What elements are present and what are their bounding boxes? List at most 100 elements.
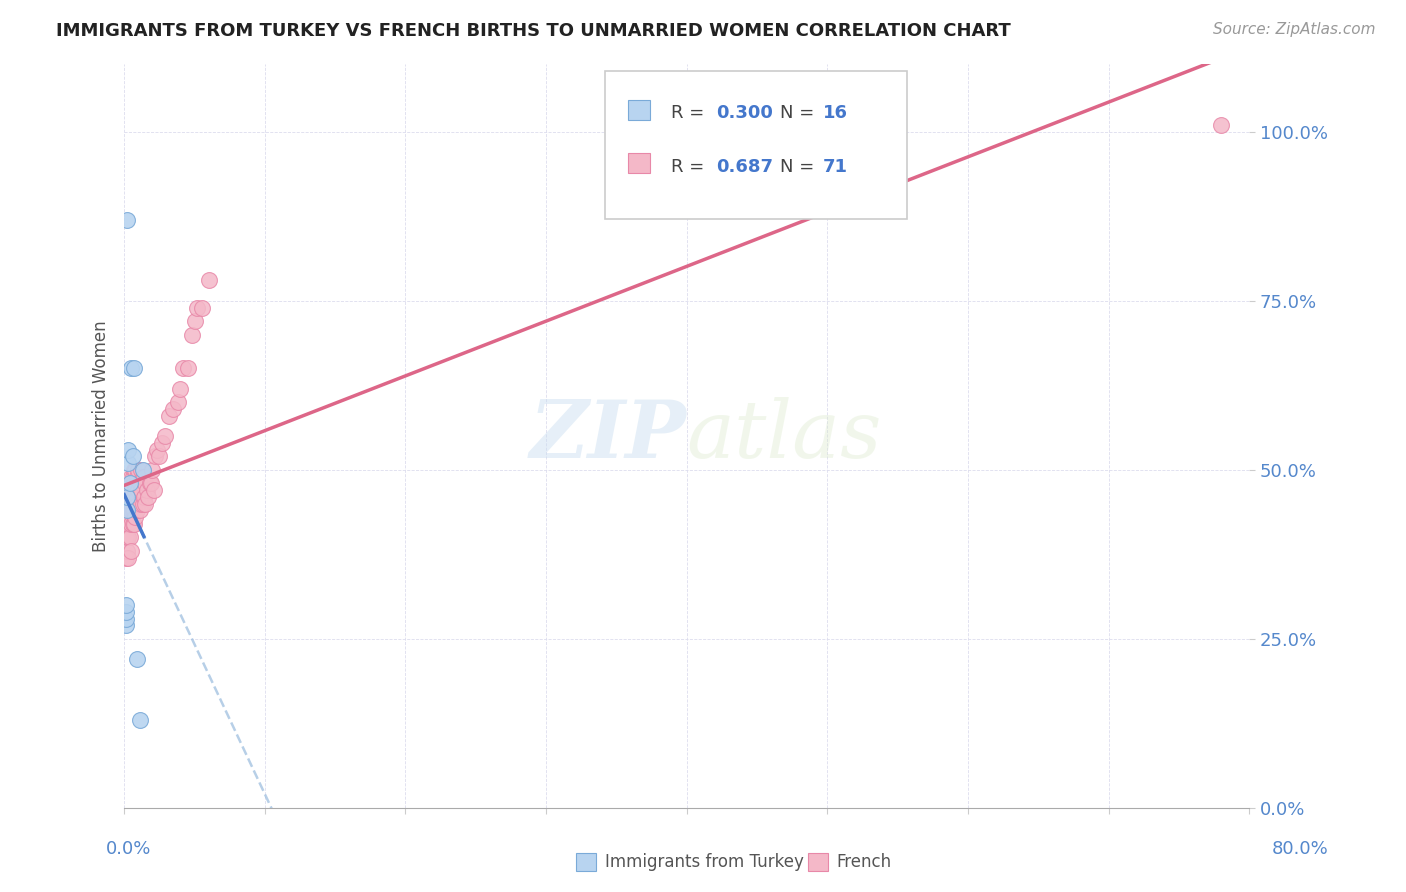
- Point: [120, 544, 142, 558]
- Point: [124, 483, 146, 497]
- Point: [134, 476, 156, 491]
- Point: [127, 497, 149, 511]
- Point: [115, 544, 138, 558]
- Point: [117, 456, 139, 470]
- Point: [145, 442, 167, 457]
- Text: 0.0%: 0.0%: [105, 840, 150, 858]
- Point: [138, 476, 160, 491]
- Point: [118, 531, 141, 545]
- Text: Immigrants from Turkey: Immigrants from Turkey: [605, 853, 803, 871]
- Text: 80.0%: 80.0%: [1272, 840, 1329, 858]
- Point: [186, 301, 208, 315]
- Point: [131, 469, 153, 483]
- Point: [129, 463, 152, 477]
- Point: [121, 490, 143, 504]
- Point: [115, 490, 138, 504]
- Point: [125, 503, 148, 517]
- Text: 16: 16: [823, 104, 848, 122]
- Point: [114, 605, 136, 619]
- Point: [132, 469, 155, 483]
- Text: N =: N =: [780, 104, 820, 122]
- Point: [117, 497, 139, 511]
- Text: R =: R =: [671, 104, 710, 122]
- Point: [135, 483, 157, 497]
- Text: 71: 71: [823, 158, 848, 176]
- Point: [131, 497, 153, 511]
- Point: [115, 531, 138, 545]
- Point: [121, 450, 143, 464]
- Text: R =: R =: [671, 158, 710, 176]
- Point: [120, 516, 142, 531]
- Point: [121, 503, 143, 517]
- Text: 0.300: 0.300: [716, 104, 772, 122]
- Point: [139, 476, 162, 491]
- Point: [131, 463, 153, 477]
- Point: [128, 503, 150, 517]
- Text: Source: ZipAtlas.com: Source: ZipAtlas.com: [1212, 22, 1375, 37]
- Point: [114, 531, 136, 545]
- Point: [190, 301, 212, 315]
- Point: [153, 429, 176, 443]
- Point: [120, 503, 142, 517]
- Point: [122, 463, 145, 477]
- Point: [124, 463, 146, 477]
- Point: [134, 497, 156, 511]
- Point: [1211, 118, 1233, 132]
- Point: [125, 469, 148, 483]
- Point: [141, 463, 163, 477]
- Point: [118, 483, 141, 497]
- Point: [128, 476, 150, 491]
- Point: [117, 516, 139, 531]
- Point: [128, 713, 150, 727]
- Text: ZIP: ZIP: [530, 397, 686, 475]
- Text: atlas: atlas: [686, 397, 882, 475]
- Point: [157, 409, 180, 423]
- Point: [125, 652, 148, 666]
- Point: [114, 618, 136, 632]
- Point: [121, 516, 143, 531]
- Text: IMMIGRANTS FROM TURKEY VS FRENCH BIRTHS TO UNMARRIED WOMEN CORRELATION CHART: IMMIGRANTS FROM TURKEY VS FRENCH BIRTHS …: [56, 22, 1011, 40]
- Point: [143, 450, 166, 464]
- Point: [121, 469, 143, 483]
- Point: [120, 490, 142, 504]
- Point: [127, 463, 149, 477]
- Point: [118, 503, 141, 517]
- Point: [183, 314, 205, 328]
- Y-axis label: Births to Unmarried Women: Births to Unmarried Women: [93, 320, 110, 552]
- Point: [124, 510, 146, 524]
- Text: French: French: [837, 853, 891, 871]
- Text: N =: N =: [780, 158, 820, 176]
- Point: [125, 490, 148, 504]
- Point: [150, 435, 173, 450]
- Point: [114, 550, 136, 565]
- Point: [172, 361, 194, 376]
- Point: [166, 395, 188, 409]
- Point: [115, 212, 138, 227]
- Point: [122, 490, 145, 504]
- Point: [115, 510, 138, 524]
- Point: [122, 516, 145, 531]
- Point: [117, 550, 139, 565]
- Point: [124, 497, 146, 511]
- Point: [118, 476, 141, 491]
- Text: 0.687: 0.687: [716, 158, 773, 176]
- Point: [176, 361, 198, 376]
- Point: [114, 612, 136, 626]
- Point: [122, 503, 145, 517]
- Point: [120, 469, 142, 483]
- Point: [197, 273, 219, 287]
- Point: [127, 483, 149, 497]
- Point: [132, 490, 155, 504]
- Point: [136, 490, 159, 504]
- Point: [148, 450, 170, 464]
- Point: [114, 598, 136, 612]
- Point: [180, 327, 202, 342]
- Point: [169, 382, 191, 396]
- Point: [117, 442, 139, 457]
- Point: [120, 361, 142, 376]
- Point: [118, 510, 141, 524]
- Point: [129, 483, 152, 497]
- Point: [115, 503, 138, 517]
- Point: [122, 476, 145, 491]
- Point: [129, 497, 152, 511]
